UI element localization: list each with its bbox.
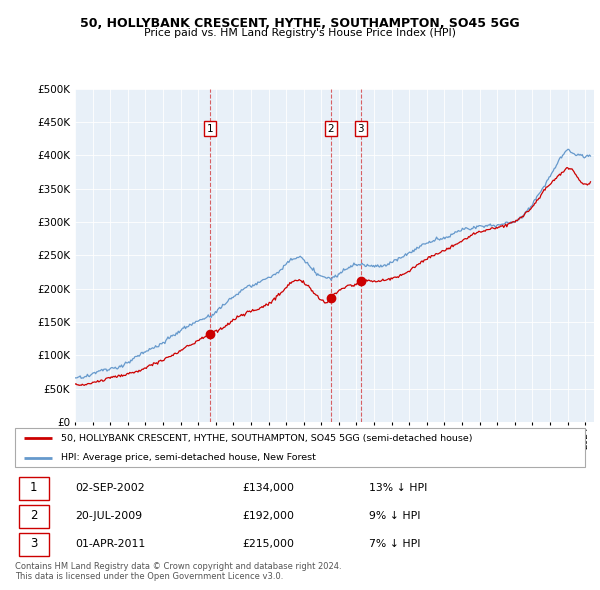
Text: 7% ↓ HPI: 7% ↓ HPI	[369, 539, 421, 549]
FancyBboxPatch shape	[19, 477, 49, 500]
Text: 9% ↓ HPI: 9% ↓ HPI	[369, 510, 421, 520]
Text: 3: 3	[358, 123, 364, 133]
Text: 1: 1	[30, 481, 38, 494]
Text: 2: 2	[328, 123, 334, 133]
Text: £215,000: £215,000	[242, 539, 295, 549]
Text: 3: 3	[30, 537, 38, 550]
Text: 50, HOLLYBANK CRESCENT, HYTHE, SOUTHAMPTON, SO45 5GG: 50, HOLLYBANK CRESCENT, HYTHE, SOUTHAMPT…	[80, 17, 520, 30]
Text: Contains HM Land Registry data © Crown copyright and database right 2024.: Contains HM Land Registry data © Crown c…	[15, 562, 341, 571]
Text: 20-JUL-2009: 20-JUL-2009	[76, 510, 142, 520]
Text: 2: 2	[30, 509, 38, 522]
Text: Price paid vs. HM Land Registry's House Price Index (HPI): Price paid vs. HM Land Registry's House …	[144, 28, 456, 38]
Text: 50, HOLLYBANK CRESCENT, HYTHE, SOUTHAMPTON, SO45 5GG (semi-detached house): 50, HOLLYBANK CRESCENT, HYTHE, SOUTHAMPT…	[61, 434, 472, 442]
Text: HPI: Average price, semi-detached house, New Forest: HPI: Average price, semi-detached house,…	[61, 453, 316, 462]
Text: 13% ↓ HPI: 13% ↓ HPI	[369, 483, 427, 493]
Text: £192,000: £192,000	[242, 510, 295, 520]
Text: 02-SEP-2002: 02-SEP-2002	[76, 483, 145, 493]
FancyBboxPatch shape	[19, 533, 49, 556]
FancyBboxPatch shape	[15, 428, 585, 467]
FancyBboxPatch shape	[19, 505, 49, 528]
Text: This data is licensed under the Open Government Licence v3.0.: This data is licensed under the Open Gov…	[15, 572, 283, 581]
Text: £134,000: £134,000	[242, 483, 295, 493]
Text: 01-APR-2011: 01-APR-2011	[76, 539, 146, 549]
Text: 1: 1	[206, 123, 213, 133]
